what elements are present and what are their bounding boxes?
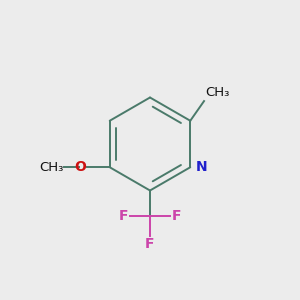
Text: CH₃: CH₃ — [206, 86, 230, 99]
Text: O: O — [74, 160, 86, 174]
Text: F: F — [145, 237, 155, 251]
Text: F: F — [119, 209, 128, 223]
Text: N: N — [196, 160, 207, 174]
Text: F: F — [172, 209, 181, 223]
Text: CH₃: CH₃ — [39, 161, 63, 174]
